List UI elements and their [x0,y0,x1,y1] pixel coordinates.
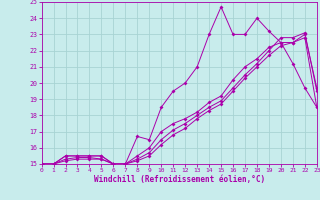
X-axis label: Windchill (Refroidissement éolien,°C): Windchill (Refroidissement éolien,°C) [94,175,265,184]
